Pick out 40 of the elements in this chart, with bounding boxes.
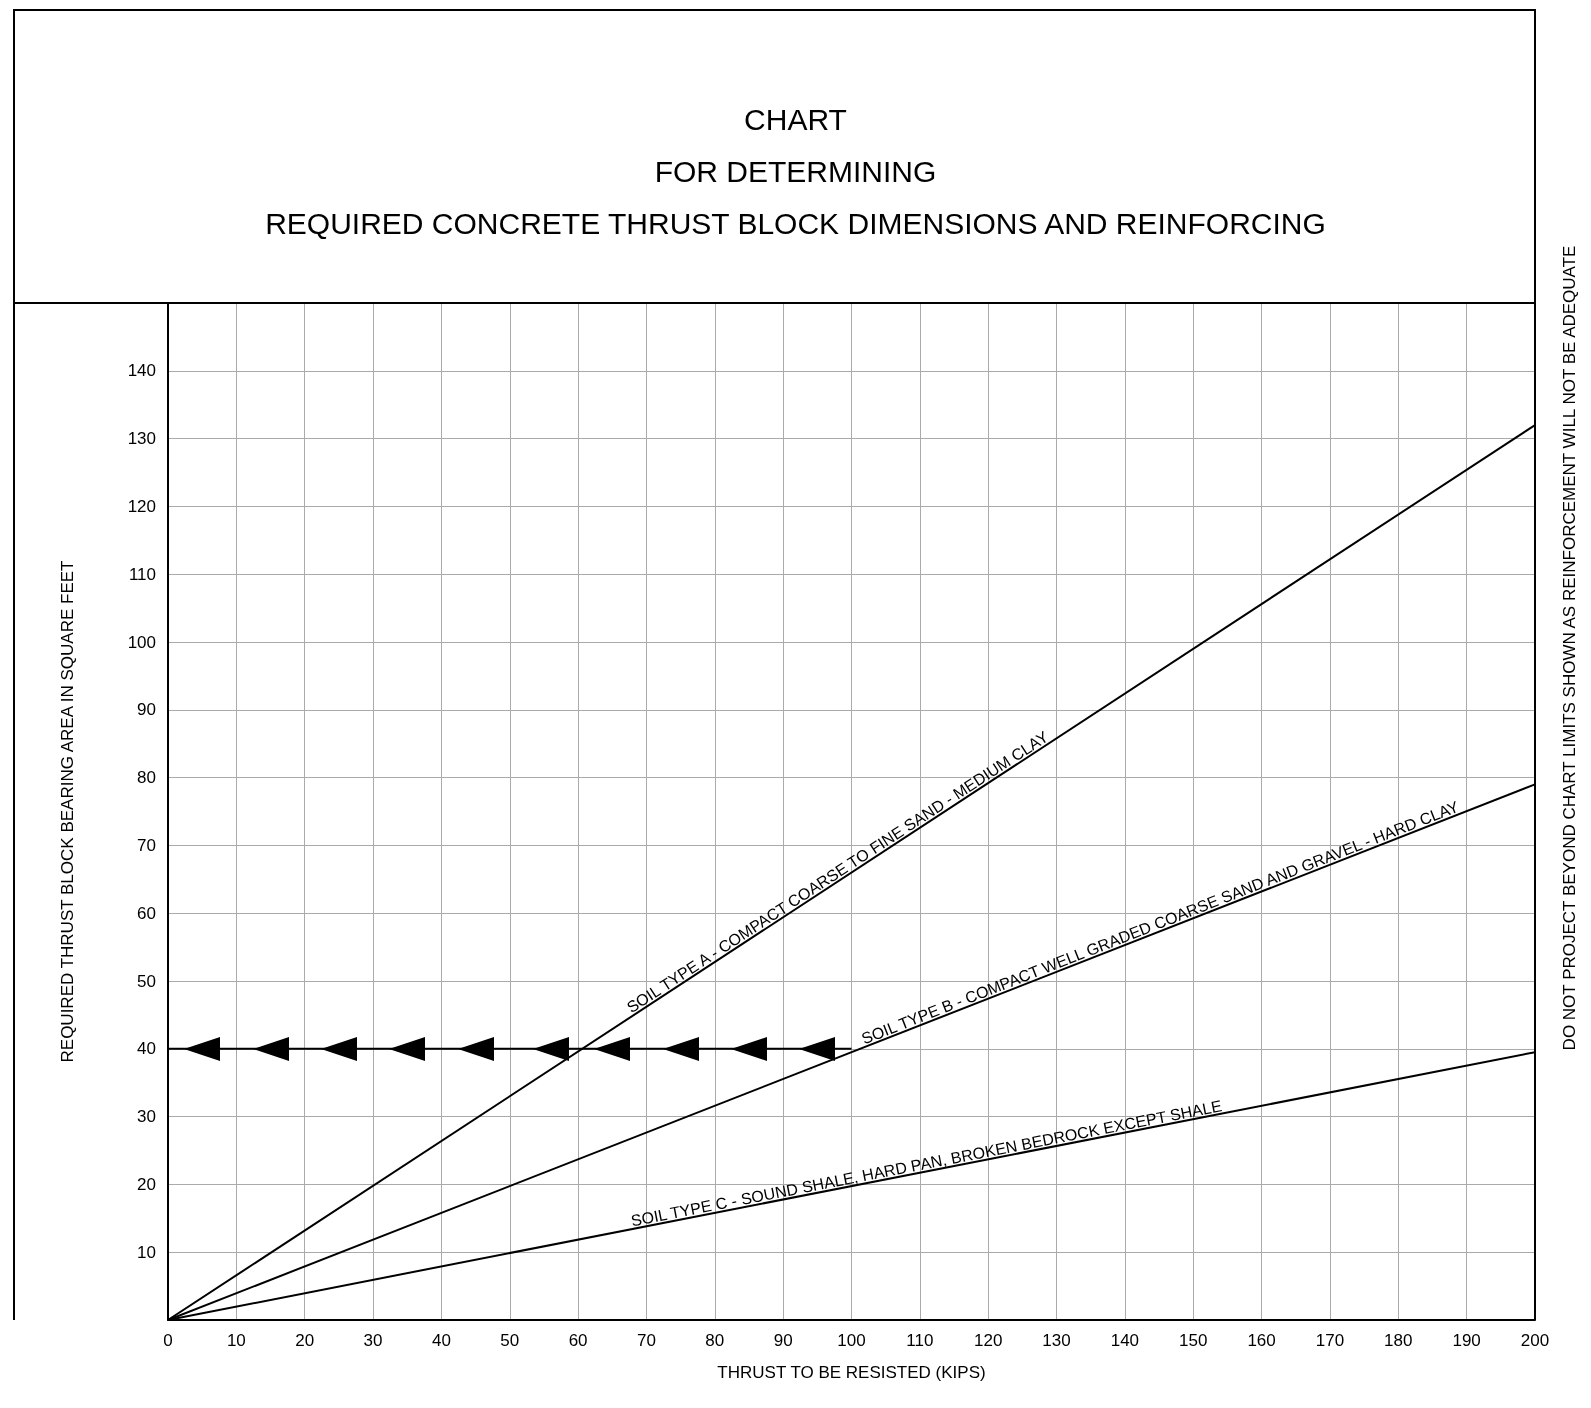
x-tick-label: 40 <box>431 1331 451 1350</box>
x-tick-label: 80 <box>705 1331 725 1350</box>
x-tick-label: 200 <box>1520 1331 1550 1350</box>
y-tick-label: 140 <box>127 361 156 381</box>
y-tick-label: 70 <box>137 835 156 855</box>
y-tick-label: 10 <box>137 1242 156 1262</box>
y-tick-label: 60 <box>137 903 156 923</box>
x-tick-label: 100 <box>837 1331 866 1350</box>
x-tick-label: 110 <box>906 1331 934 1350</box>
x-tick-label: 10 <box>226 1331 246 1350</box>
text: SOIL TYPE C - SOUND SHALE, HARD PAN, BROKEN BEDROCK EXCEPT SHALE <box>629 1097 1224 1230</box>
y-tick-label: 40 <box>137 1039 156 1059</box>
chart-title: CHART FOR DETERMINING REQUIRED CONCRETE THRUST BLOCK DIMENSIONS AND REINFORCING <box>265 102 1326 240</box>
y-tick-label: 120 <box>127 496 156 516</box>
x-tick-label: 120 <box>974 1331 1003 1350</box>
x-tick-label: 30 <box>363 1331 383 1350</box>
y-tick-label: 80 <box>137 768 156 788</box>
text: DO NOT PROJECT BEYOND CHART LIMITS SHOWN AS REINFORCEMENT WILL NOT BE ADEQUATE <box>1559 245 1579 1051</box>
x-tick-label: 180 <box>1384 1331 1413 1350</box>
x-tick-label: 0 <box>163 1331 173 1350</box>
y-tick-label: 100 <box>127 632 156 652</box>
x-tick-label: 90 <box>773 1331 793 1350</box>
y-axis-title: REQUIRED THRUST BLOCK BEARING AREA IN SQUARE FEET <box>58 560 77 1063</box>
x-tick-label: 160 <box>1247 1331 1276 1350</box>
y-tick-label: 20 <box>137 1174 156 1194</box>
y-tick-label: 110 <box>128 564 156 584</box>
x-tick-label: 60 <box>568 1331 588 1350</box>
y-tick-label: 30 <box>137 1107 156 1127</box>
y-tick-label: 130 <box>127 429 156 449</box>
x-tick-label: 150 <box>1179 1331 1208 1350</box>
x-axis-title: THRUST TO BE RESISTED (KIPS) <box>717 1363 986 1382</box>
y-tick-label: 50 <box>137 971 156 991</box>
y-tick-label: 90 <box>137 700 156 720</box>
x-tick-label: 170 <box>1315 1331 1345 1350</box>
x-tick-label: 190 <box>1452 1331 1481 1350</box>
x-tick-label: 50 <box>500 1331 520 1350</box>
x-tick-label: 130 <box>1042 1331 1071 1350</box>
x-tick-label: 70 <box>636 1331 656 1350</box>
x-tick-label: 140 <box>1110 1331 1140 1350</box>
x-tick-label: 20 <box>295 1331 315 1350</box>
